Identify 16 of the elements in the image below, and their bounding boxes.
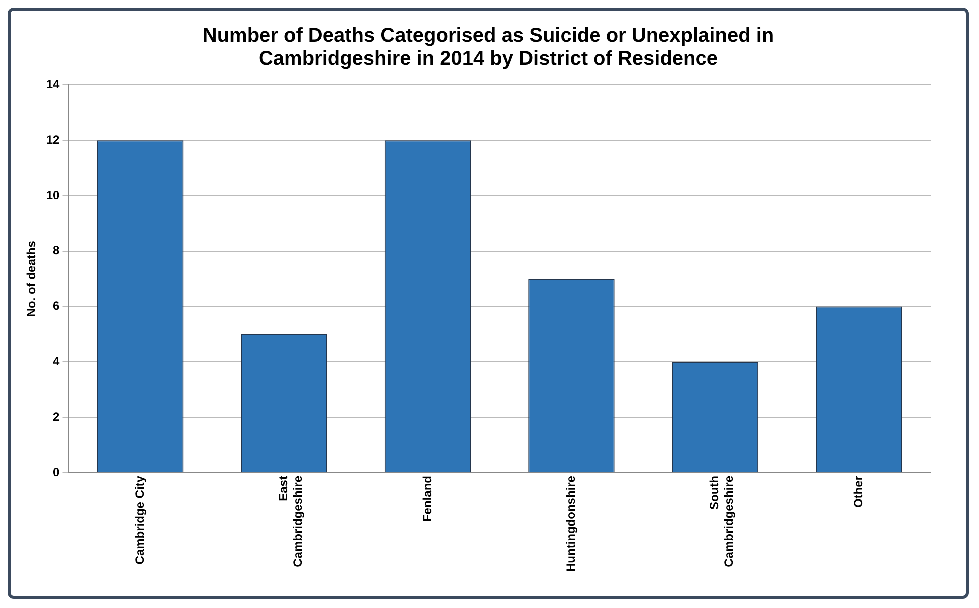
y-tick-label: 2 [53, 410, 60, 424]
chart-title: Number of Deaths Categorised as Suicide or Unexplained in Cambridgeshire in 2014 by District of Residence [202, 25, 776, 71]
y-tick-label: 12 [46, 132, 60, 147]
y-tick-label: 14 [46, 78, 60, 92]
y-tick-label: 8 [53, 244, 60, 258]
y-axis-title: No. of deaths [24, 240, 39, 318]
x-tick-label: Other [851, 476, 866, 508]
x-tick-label: East Cambridgeshire [276, 476, 306, 568]
y-tick-label: 4 [53, 354, 60, 369]
x-tick-label: South Cambridgeshire [708, 476, 736, 568]
y-tick-label: 6 [53, 299, 60, 314]
x-tick-label: Cambridge City [132, 476, 147, 565]
y-tick-label: 0 [53, 465, 60, 480]
y-tick-label: 10 [46, 188, 60, 202]
x-tick-label: Huntingdonshire [564, 476, 578, 572]
x-tick-label: Fenland [420, 476, 434, 522]
